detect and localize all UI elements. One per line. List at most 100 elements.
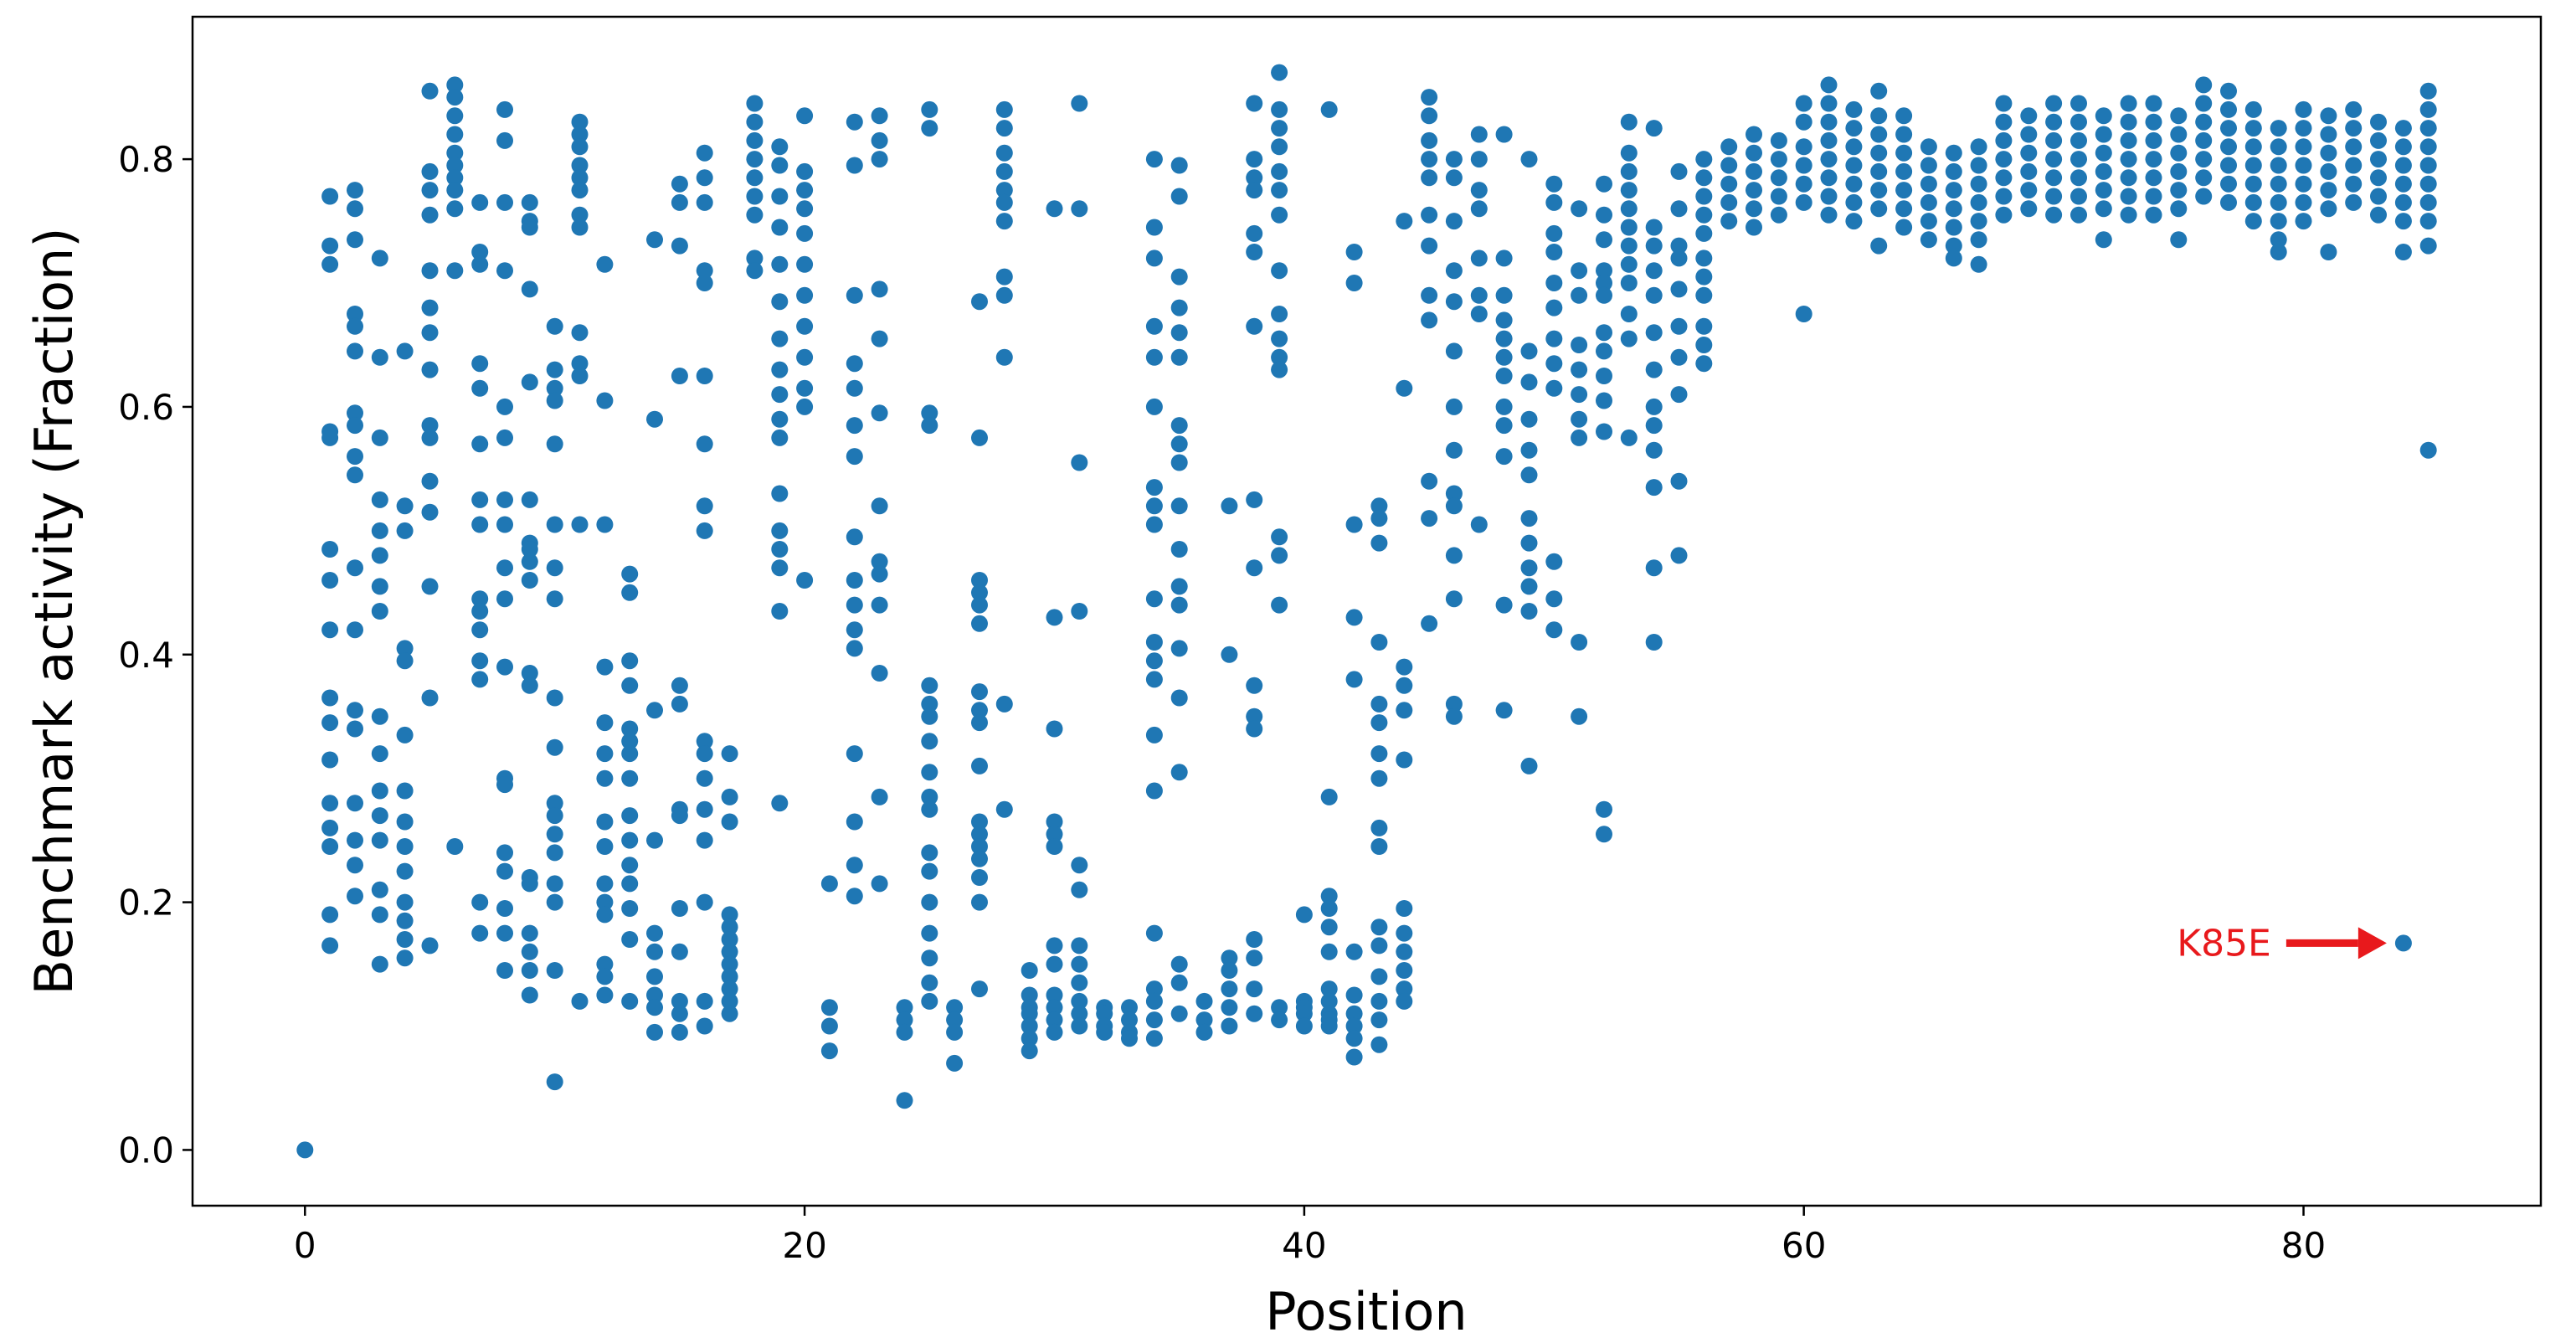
data-point <box>1746 182 1762 199</box>
data-point <box>471 244 489 260</box>
data-point <box>1271 64 1288 81</box>
data-point <box>1445 262 1463 280</box>
data-point <box>2020 107 2038 125</box>
data-point <box>1445 547 1463 564</box>
data-point <box>1370 695 1388 713</box>
data-point <box>796 255 814 273</box>
data-point <box>1571 708 1588 725</box>
data-point <box>2244 138 2262 156</box>
data-point <box>1596 206 1612 224</box>
data-point <box>1545 590 1563 608</box>
data-point <box>646 986 663 1004</box>
data-point <box>1870 182 1888 199</box>
data-point <box>1421 107 1438 125</box>
data-point <box>546 795 563 812</box>
data-point <box>596 906 614 924</box>
data-point <box>1221 999 1238 1016</box>
data-point <box>921 764 938 781</box>
data-point <box>1895 182 1913 199</box>
data-point <box>1345 943 1363 960</box>
data-point <box>2270 231 2287 249</box>
data-point <box>571 169 589 187</box>
data-point <box>1071 937 1088 955</box>
data-point <box>471 671 489 688</box>
data-point <box>771 429 789 446</box>
data-point <box>646 999 663 1016</box>
data-point <box>2145 95 2162 112</box>
data-point <box>1345 1005 1363 1022</box>
data-point <box>446 838 464 855</box>
data-point <box>471 590 489 608</box>
data-point <box>1370 838 1388 855</box>
data-point <box>2295 193 2312 211</box>
data-point <box>1870 200 1888 218</box>
data-point <box>1396 962 1413 979</box>
data-point <box>1271 100 1288 118</box>
data-point <box>1046 955 1063 973</box>
data-point <box>1520 510 1538 527</box>
data-point <box>1170 974 1188 991</box>
data-point <box>1695 169 1713 187</box>
data-point <box>1071 603 1088 620</box>
data-point <box>1746 219 1762 236</box>
data-point <box>2320 126 2337 143</box>
data-point <box>1695 206 1713 224</box>
data-point <box>1571 410 1588 428</box>
data-point <box>1421 131 1438 149</box>
data-point <box>1820 76 1838 94</box>
data-point <box>995 800 1013 818</box>
data-point <box>671 1005 688 1022</box>
data-point <box>496 962 513 979</box>
data-point <box>396 782 414 800</box>
data-point <box>1720 138 1738 156</box>
data-point <box>2070 151 2087 168</box>
data-point <box>1770 131 1787 149</box>
data-point <box>696 169 713 187</box>
data-point <box>621 992 639 1010</box>
data-point <box>2419 175 2437 193</box>
data-point <box>1246 244 1263 260</box>
data-point <box>1370 769 1388 787</box>
data-point <box>1645 441 1663 459</box>
data-point <box>696 992 713 1010</box>
data-point <box>2195 169 2213 187</box>
data-point <box>796 379 814 397</box>
data-point <box>496 516 513 533</box>
data-point <box>746 113 764 131</box>
data-point <box>2020 144 2038 162</box>
data-point <box>971 850 988 867</box>
data-point <box>1295 906 1313 924</box>
data-point <box>1920 138 1937 156</box>
data-point <box>696 435 713 453</box>
data-point <box>396 522 414 539</box>
data-point <box>671 1023 688 1041</box>
data-point <box>896 1092 913 1109</box>
data-point <box>1620 113 1638 131</box>
data-point <box>347 795 363 812</box>
data-point <box>446 182 464 199</box>
data-point <box>1046 826 1063 843</box>
data-point <box>1995 95 2013 112</box>
data-point <box>446 144 464 162</box>
data-point <box>2270 244 2287 260</box>
data-point <box>546 875 563 893</box>
data-point <box>546 559 563 577</box>
data-point <box>1046 986 1063 1004</box>
data-point <box>1396 751 1413 769</box>
x-axis-ticks: 0 20 40 60 80 <box>294 1206 2326 1266</box>
data-point <box>1145 497 1163 515</box>
data-point <box>1895 200 1913 218</box>
data-point <box>2394 213 2412 230</box>
data-point <box>2345 193 2363 211</box>
data-point <box>2170 182 2188 199</box>
data-point <box>846 113 863 131</box>
data-point <box>1845 213 1863 230</box>
data-point <box>521 943 538 960</box>
data-point <box>1645 361 1663 378</box>
data-point <box>1970 193 1987 211</box>
data-point <box>471 516 489 533</box>
data-point <box>1895 144 1913 162</box>
data-point <box>1021 962 1038 979</box>
data-point <box>696 831 713 849</box>
data-point <box>1345 671 1363 688</box>
